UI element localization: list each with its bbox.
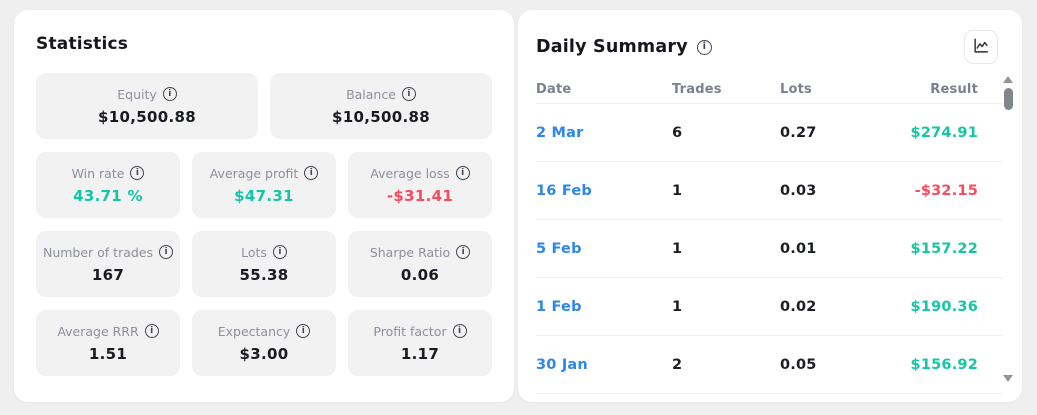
info-icon[interactable] xyxy=(456,245,471,259)
trades-cell: 1 xyxy=(672,240,683,257)
stat-value: 167 xyxy=(91,265,125,284)
stat-label: Expectancy xyxy=(218,324,311,339)
trades-cell: 1 xyxy=(672,182,683,199)
stat-label: Sharpe Ratio xyxy=(370,245,471,260)
info-icon[interactable] xyxy=(130,166,145,180)
lots-cell: 0.27 xyxy=(780,124,817,141)
stat-label: Equity xyxy=(117,87,177,102)
table-row: 2 Mar 6 0.27 $274.91 xyxy=(536,104,1003,162)
table-header-row: Date Trades Lots Result xyxy=(536,76,1003,104)
stat-card-number-of-trades: Number of trades 167 xyxy=(36,231,180,297)
stat-label: Average loss xyxy=(370,166,470,181)
daily-summary-title-wrap: Daily Summary xyxy=(536,37,712,57)
statistics-cards: Equity $10,500.88 Balance $10,500.88 Win… xyxy=(36,73,492,376)
result-cell: $190.36 xyxy=(910,298,978,315)
lots-cell: 0.02 xyxy=(780,298,817,315)
info-icon[interactable] xyxy=(304,166,319,180)
stat-label: Lots xyxy=(241,245,287,260)
stat-card-expectancy: Expectancy $3.00 xyxy=(192,310,336,376)
statistics-title: Statistics xyxy=(36,34,129,54)
stat-value: 0.06 xyxy=(400,265,440,284)
stat-card-lots: Lots 55.38 xyxy=(192,231,336,297)
stat-value: 55.38 xyxy=(239,265,289,284)
statistics-panel: Statistics Equity $10,500.88 Balance $10… xyxy=(14,10,514,402)
stat-value: $10,500.88 xyxy=(98,107,196,126)
column-header-lots: Lots xyxy=(780,82,812,97)
date-link[interactable]: 16 Feb xyxy=(536,182,592,199)
stat-value: $3.00 xyxy=(239,344,289,363)
stat-label: Number of trades xyxy=(43,245,174,260)
stat-label: Profit factor xyxy=(373,324,467,339)
stat-card-row: Equity $10,500.88 Balance $10,500.88 xyxy=(36,73,492,139)
stat-card-row: Number of trades 167 Lots 55.38 Sharpe R… xyxy=(36,231,492,297)
stat-card-average-profit: Average profit $47.31 xyxy=(192,152,336,218)
date-link[interactable]: 2 Mar xyxy=(536,124,584,141)
stat-card-row: Average RRR 1.51 Expectancy $3.00 Profit… xyxy=(36,310,492,376)
table-row: 30 Jan 2 0.05 $156.92 xyxy=(536,336,1003,394)
lots-cell: 0.01 xyxy=(780,240,817,257)
result-cell: $157.22 xyxy=(910,240,978,257)
stat-label: Win rate xyxy=(72,166,145,181)
date-link[interactable]: 1 Feb xyxy=(536,298,582,315)
line-chart-icon xyxy=(972,37,990,58)
info-icon[interactable] xyxy=(455,166,470,180)
stat-card-profit-factor: Profit factor 1.17 xyxy=(348,310,492,376)
table-row: 1 Feb 1 0.02 $190.36 xyxy=(536,278,1003,336)
lots-cell: 0.05 xyxy=(780,356,817,373)
stat-label: Balance xyxy=(346,87,416,102)
trades-cell: 1 xyxy=(672,298,683,315)
daily-summary-panel: Daily Summary Date Trades Lots Result 2 … xyxy=(518,10,1022,402)
info-icon[interactable] xyxy=(696,39,712,55)
result-cell: $156.92 xyxy=(910,356,978,373)
stat-card-balance: Balance $10,500.88 xyxy=(270,73,492,139)
table-row: 16 Feb 1 0.03 -$32.15 xyxy=(536,162,1003,220)
stat-label: Average RRR xyxy=(57,324,159,339)
info-icon[interactable] xyxy=(162,87,177,101)
stat-value: $47.31 xyxy=(234,186,294,205)
info-icon[interactable] xyxy=(159,245,174,259)
daily-summary-table: Date Trades Lots Result 2 Mar 6 0.27 $27… xyxy=(536,76,1003,394)
info-icon[interactable] xyxy=(272,245,287,259)
stat-value: 1.51 xyxy=(88,344,128,363)
stat-card-win-rate: Win rate 43.71 % xyxy=(36,152,180,218)
result-cell: $274.91 xyxy=(910,124,978,141)
arrow-down-icon[interactable] xyxy=(1003,375,1013,382)
info-icon[interactable] xyxy=(144,324,159,338)
lots-cell: 0.03 xyxy=(780,182,817,199)
stat-card-row: Win rate 43.71 % Average profit $47.31 A… xyxy=(36,152,492,218)
stat-card-equity: Equity $10,500.88 xyxy=(36,73,258,139)
table-row: 5 Feb 1 0.01 $157.22 xyxy=(536,220,1003,278)
column-header-result: Result xyxy=(930,82,978,97)
info-icon[interactable] xyxy=(401,87,416,101)
date-link[interactable]: 5 Feb xyxy=(536,240,582,257)
stat-label: Average profit xyxy=(210,166,319,181)
trades-cell: 2 xyxy=(672,356,683,373)
chart-view-toggle-button[interactable] xyxy=(964,30,998,64)
stat-value: $10,500.88 xyxy=(332,107,430,126)
info-icon[interactable] xyxy=(452,324,467,338)
column-header-trades: Trades xyxy=(672,82,722,97)
stat-card-sharpe-ratio: Sharpe Ratio 0.06 xyxy=(348,231,492,297)
scrollbar-thumb[interactable] xyxy=(1003,88,1013,110)
trades-cell: 6 xyxy=(672,124,683,141)
stat-card-average-rrr: Average RRR 1.51 xyxy=(36,310,180,376)
arrow-up-icon[interactable] xyxy=(1003,76,1013,83)
vertical-scrollbar[interactable] xyxy=(1003,76,1013,382)
stat-value: 43.71 % xyxy=(73,186,143,205)
info-icon[interactable] xyxy=(296,324,311,338)
column-header-date: Date xyxy=(536,82,572,97)
stat-card-average-loss: Average loss -$31.41 xyxy=(348,152,492,218)
result-cell: -$32.15 xyxy=(914,182,978,199)
date-link[interactable]: 30 Jan xyxy=(536,356,588,373)
stat-value: -$31.41 xyxy=(386,186,454,205)
daily-summary-header: Daily Summary xyxy=(518,30,1022,64)
daily-summary-title: Daily Summary xyxy=(536,37,688,57)
stat-value: 1.17 xyxy=(400,344,440,363)
